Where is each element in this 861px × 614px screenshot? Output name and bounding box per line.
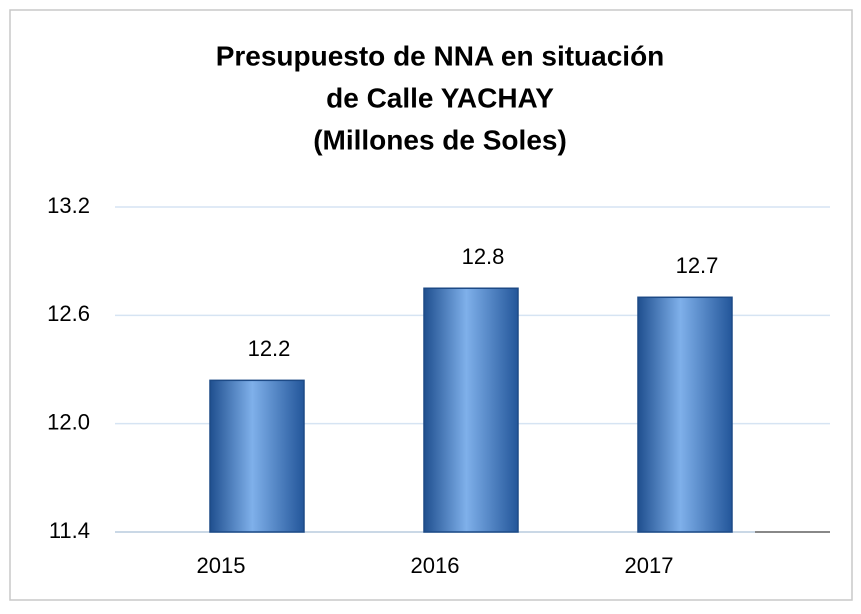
y-tick-label: 12.0 bbox=[47, 409, 90, 434]
y-tick-label: 12.6 bbox=[47, 301, 90, 326]
x-tick-label: 2017 bbox=[625, 553, 674, 578]
chart-title: Presupuesto de NNA en situación bbox=[216, 40, 665, 71]
bar bbox=[637, 296, 733, 533]
bar bbox=[209, 379, 305, 533]
chart-title: de Calle YACHAY bbox=[326, 82, 554, 113]
chart-title: (Millones de Soles) bbox=[313, 124, 567, 155]
value-label: 12.7 bbox=[676, 253, 719, 278]
value-label: 12.2 bbox=[248, 336, 291, 361]
x-tick-label: 2015 bbox=[197, 553, 246, 578]
value-label: 12.8 bbox=[462, 244, 505, 269]
x-tick-label: 2016 bbox=[411, 553, 460, 578]
y-tick-label: 11.4 bbox=[49, 518, 90, 543]
y-tick-label: 13.2 bbox=[47, 193, 90, 218]
bar bbox=[423, 287, 519, 533]
